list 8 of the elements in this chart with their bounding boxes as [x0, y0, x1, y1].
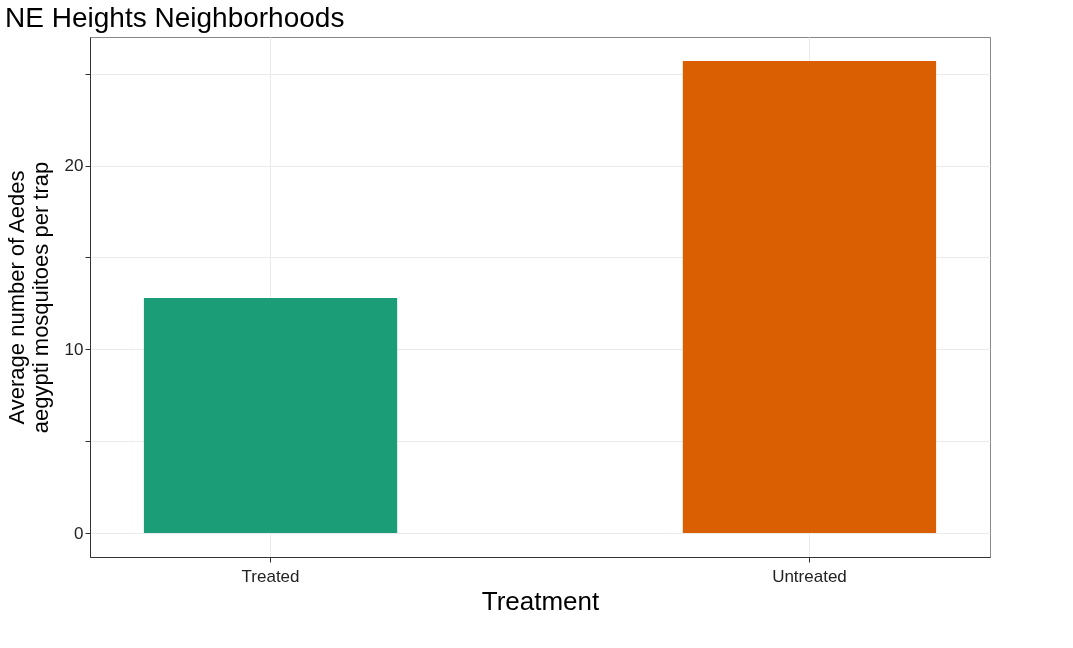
x-tick-label: Untreated	[772, 566, 847, 586]
x-tick-label: Treated	[241, 566, 300, 586]
chart-title: NE Heights Neighborhoods	[5, 2, 345, 33]
y-tick-label: 10	[64, 339, 84, 359]
y-axis-title: Average number of Aedes aegypti mosquitoes per trap	[3, 161, 53, 434]
x-axis-title: Treatment	[481, 585, 601, 616]
y-tick-label: 0	[74, 523, 84, 543]
y-tick-label: 20	[64, 156, 84, 176]
